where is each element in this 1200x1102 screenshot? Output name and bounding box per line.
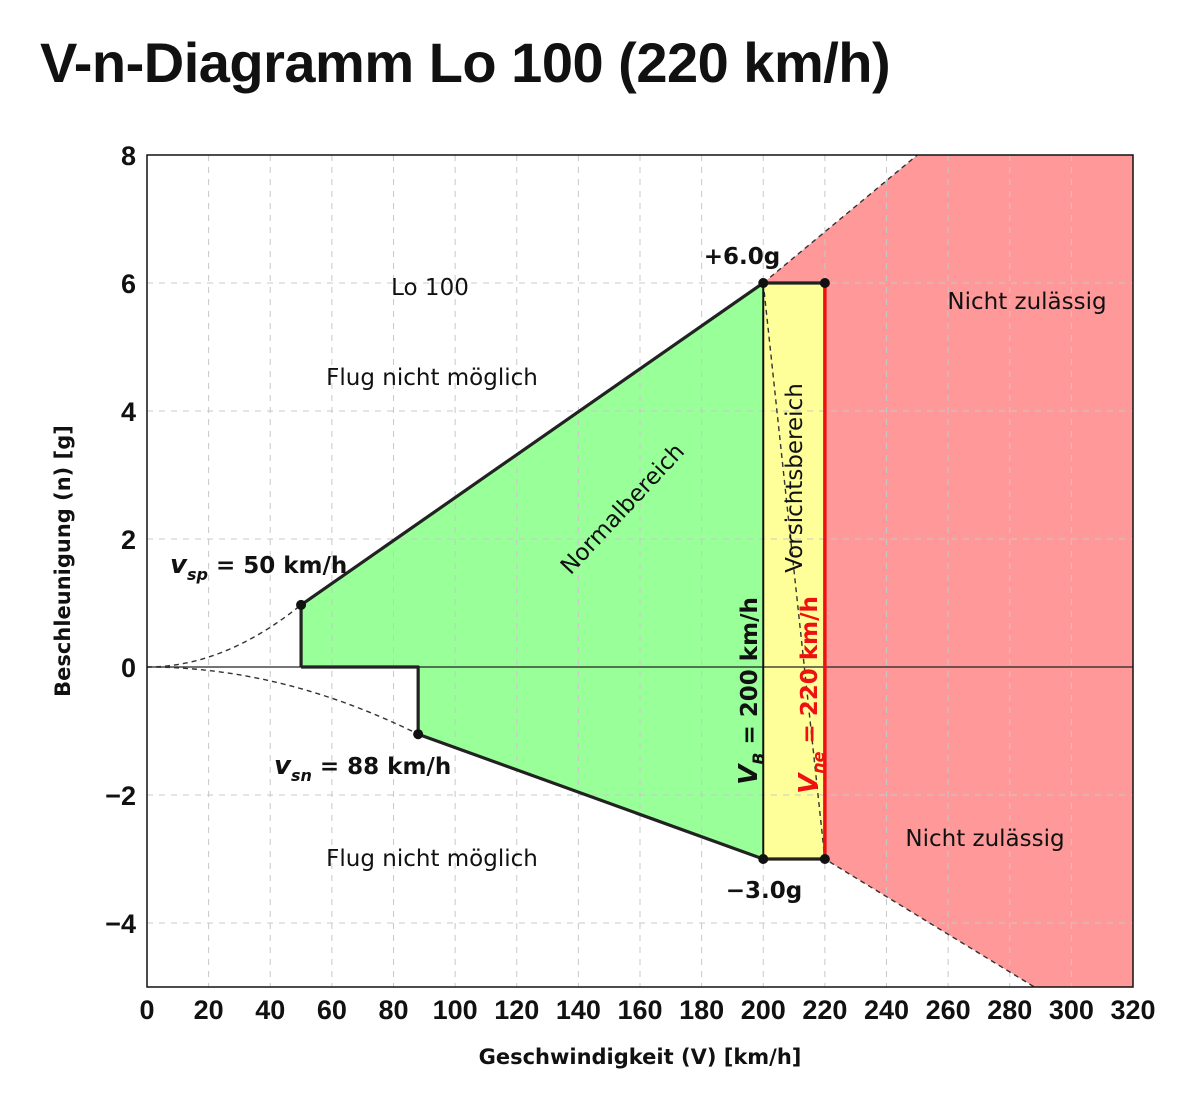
max-load-label: +6.0g [704,244,780,270]
caution-range-label: Vorsichtsbereich [782,383,808,573]
x-tick-label: 60 [317,995,347,1025]
y-tick-label: 6 [121,269,136,299]
vne-label-value: = 220 km/h [797,596,823,751]
x-axis-label: Geschwindigkeit (V) [km/h] [479,1045,802,1069]
data-point [819,278,830,288]
vne-label-subscript: ne [809,751,828,773]
x-tick-label: 140 [556,995,601,1025]
vb-label-subscript: B [749,753,768,765]
data-point [819,854,830,864]
stall-curve-positive [146,604,302,668]
limit-extension-upper [762,154,918,284]
x-tick-label: 160 [617,995,662,1025]
forbidden-region [763,155,1133,987]
vsn-label-value: = 88 km/h [312,754,451,780]
x-tick-label: 40 [255,995,285,1025]
vsn-label-subscript: sn [291,766,312,785]
x-tick-label: 100 [433,995,478,1025]
x-tick-label: 180 [679,995,724,1025]
not-allowed-label-top: Nicht zulässig [947,289,1106,315]
vsp-label: vsp = 50 km/h [170,550,347,584]
stall-curve-negative [146,666,419,735]
x-tick-label: 120 [494,995,539,1025]
plot-border [146,154,1134,988]
not-allowed-label-bottom: Nicht zulässig [905,826,1064,852]
x-tick-label: 20 [194,995,224,1025]
x-tick-label: 220 [802,995,847,1025]
aircraft-label: Lo 100 [391,275,469,301]
envelope-upper [299,281,825,667]
y-tick-label: 8 [121,141,136,171]
tick-labels: 0 20 40 60 80 100 120 140 160 180 200 220 240 260 280 3… [51,141,1156,1069]
y-tick-label: 2 [121,525,136,555]
vsp-label-value: = 50 km/h [208,553,347,579]
annotations: Lo 100 Flug nicht möglich Flug nicht mögli… [170,244,1107,904]
vb-label: VB = 200 km/h [734,597,768,785]
no-flight-label-bottom: Flug nicht möglich [326,846,538,872]
y-tick-label: −2 [105,781,136,811]
vsn-label-symbol: v [274,751,292,781]
x-tick-label: 0 [139,995,154,1025]
y-axis-label: Beschleunigung (n) [g] [51,425,75,697]
vne-label-symbol: V [794,772,824,794]
x-tick-label: 200 [741,995,786,1025]
vb-label-symbol: V [734,763,764,785]
min-load-label: −3.0g [726,878,802,904]
data-points [296,278,830,864]
x-tick-label: 260 [926,995,971,1025]
data-point [413,729,424,740]
vsn-label: vsn = 88 km/h [274,751,451,785]
chart-title: V-n-Diagramm Lo 100 (220 km/h) [40,31,891,94]
data-point [296,599,307,610]
data-point [758,854,769,864]
y-tick-label: 4 [121,397,136,427]
plot-frame [146,154,1134,988]
y-tick-label: −4 [105,909,136,939]
no-flight-label-top: Flug nicht möglich [326,365,538,391]
vne-label: Vne = 220 km/h [794,596,828,794]
vsp-label-symbol: v [170,550,188,580]
normal-region [301,283,764,859]
x-tick-label: 80 [378,995,408,1025]
vsp-label-subscript: sp [187,565,208,584]
data-point [758,278,769,288]
x-tick-label: 320 [1110,995,1155,1025]
x-tick-label: 280 [987,995,1032,1025]
x-tick-label: 300 [1049,995,1094,1025]
y-tick-label: 0 [121,653,136,683]
vb-label-value: = 200 km/h [737,597,763,752]
x-tick-label: 240 [864,995,909,1025]
